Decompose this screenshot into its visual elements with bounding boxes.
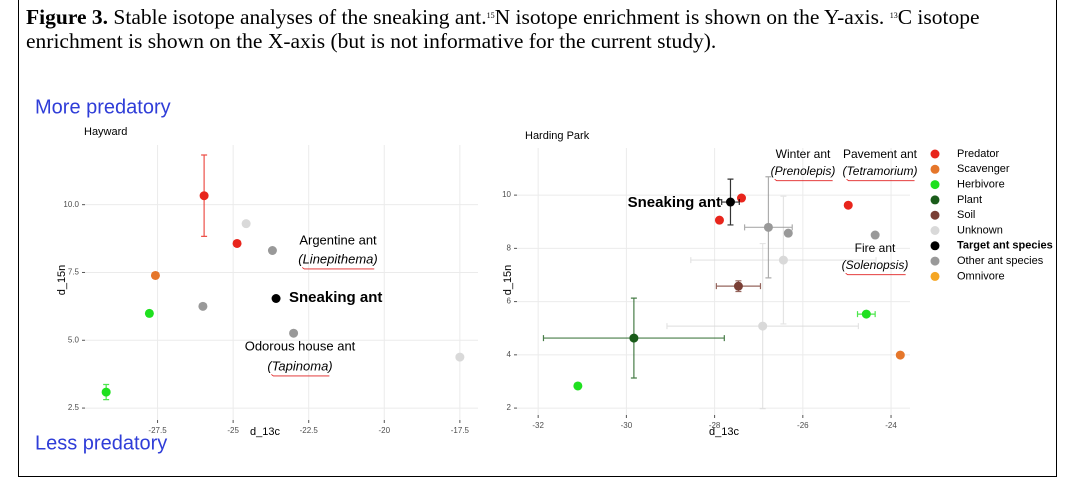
- spell-underline: [774, 178, 833, 182]
- legend-label: Soil: [957, 209, 975, 221]
- annotation: Fire ant: [855, 241, 896, 255]
- legend-label: Predator: [957, 148, 1000, 160]
- point: [101, 387, 111, 397]
- point: [895, 350, 905, 360]
- point: [150, 270, 160, 280]
- x-tick-label: -20: [379, 426, 391, 435]
- point: [783, 228, 793, 238]
- y-tick-label: 2.5: [68, 403, 80, 412]
- point: [737, 193, 747, 203]
- legend-label: Unknown: [957, 224, 1003, 236]
- point: [778, 255, 788, 265]
- caption-text: Stable isotope analyses of the sneaking …: [113, 5, 487, 29]
- y-tick-label: 10.0: [63, 200, 79, 209]
- annotation: (Prenolepis): [771, 164, 836, 178]
- legend-marker: [930, 149, 940, 159]
- legend-label: Plant: [957, 194, 982, 206]
- point: [232, 238, 242, 248]
- caption-text: C isotope enrichment is shown on the X-a…: [26, 5, 980, 53]
- legend-marker: [930, 195, 940, 205]
- point: [144, 308, 154, 318]
- legend-label: Target ant species: [957, 240, 1053, 252]
- spell-underline: [846, 178, 915, 182]
- legend-label: Other ant species: [957, 255, 1044, 267]
- point: [763, 222, 773, 232]
- point: [758, 321, 768, 331]
- point: [241, 219, 251, 229]
- annotation: Winter ant: [776, 147, 831, 161]
- x-tick-label: -17.5: [451, 426, 470, 435]
- legend-marker: [930, 256, 940, 266]
- annotation: (Solenopsis): [842, 258, 909, 272]
- point: [198, 301, 208, 311]
- superscript: 15: [486, 11, 495, 20]
- spell-underline: [271, 374, 330, 377]
- caption-text: N isotope enrichment is shown on the Y-a…: [494, 5, 885, 29]
- spell-underline: [302, 267, 375, 270]
- legend-marker: [930, 180, 940, 190]
- point: [861, 309, 871, 319]
- x-tick-label: -25: [227, 426, 239, 435]
- point: [629, 333, 639, 343]
- y-tick-label: 6: [507, 297, 512, 306]
- point: [870, 230, 880, 240]
- y-tick-label: 2: [507, 403, 512, 412]
- x-tick-label: -24: [885, 421, 897, 430]
- annotation: (Linepithema): [298, 251, 378, 266]
- legend-marker: [930, 210, 940, 220]
- annotation: Argentine ant: [299, 232, 377, 247]
- caption: Figure 3. Stable isotope analyses of the…: [26, 4, 1054, 53]
- y-axis-label: d_15n: [502, 265, 514, 296]
- point: [843, 200, 853, 210]
- x-tick-label: -26: [797, 421, 809, 430]
- point: [455, 352, 465, 362]
- x-axis-label: d_13c: [709, 426, 739, 438]
- point: [733, 281, 743, 291]
- caption-label: Figure 3.: [26, 5, 109, 29]
- spell-underline: [845, 272, 906, 276]
- y-tick-label: 8: [507, 243, 512, 252]
- point: [573, 381, 583, 391]
- legend-label: Scavenger: [957, 163, 1010, 175]
- chart-title: Hayward: [84, 126, 127, 138]
- x-tick-label: -30: [621, 421, 633, 430]
- legend-marker: [930, 241, 940, 251]
- y-tick-label: 7.5: [68, 268, 80, 277]
- point: [714, 215, 724, 225]
- y-tick-label: 4: [507, 350, 512, 359]
- legend-marker: [930, 226, 940, 235]
- plot-area: [517, 148, 910, 415]
- annotation: Odorous house ant: [245, 338, 356, 353]
- side-label: More predatory: [35, 96, 171, 118]
- legend-marker: [930, 164, 940, 174]
- frame: [18, 0, 1057, 477]
- annotation: Pavement ant: [843, 147, 918, 161]
- point: [289, 328, 299, 338]
- legend-marker: [930, 271, 940, 281]
- point: [271, 294, 281, 304]
- side-label: Less predatory: [35, 432, 167, 454]
- x-tick-label: -28: [709, 421, 721, 430]
- y-axis-label: d_15n: [56, 265, 68, 296]
- annotation: (Tetramorium): [843, 164, 918, 178]
- y-tick-label: 5.0: [68, 335, 80, 344]
- superscript: 13: [889, 11, 898, 20]
- x-tick-label: -27.5: [148, 426, 167, 435]
- x-axis-label: d_13c: [250, 426, 280, 438]
- point: [199, 191, 209, 201]
- annotation: (Tapinoma): [267, 358, 332, 373]
- x-tick-label: -32: [532, 421, 544, 430]
- x-tick-label: -22.5: [300, 426, 319, 435]
- annotation: Sneaking ant: [628, 194, 721, 211]
- legend-label: Herbivore: [957, 179, 1005, 191]
- point: [267, 245, 277, 255]
- chart-title: Harding Park: [525, 130, 590, 142]
- plot-area: [85, 145, 478, 420]
- y-tick-label: 10: [502, 190, 511, 199]
- point: [725, 197, 735, 207]
- legend-label: Omnivore: [957, 270, 1005, 282]
- annotation: Sneaking ant: [289, 289, 382, 306]
